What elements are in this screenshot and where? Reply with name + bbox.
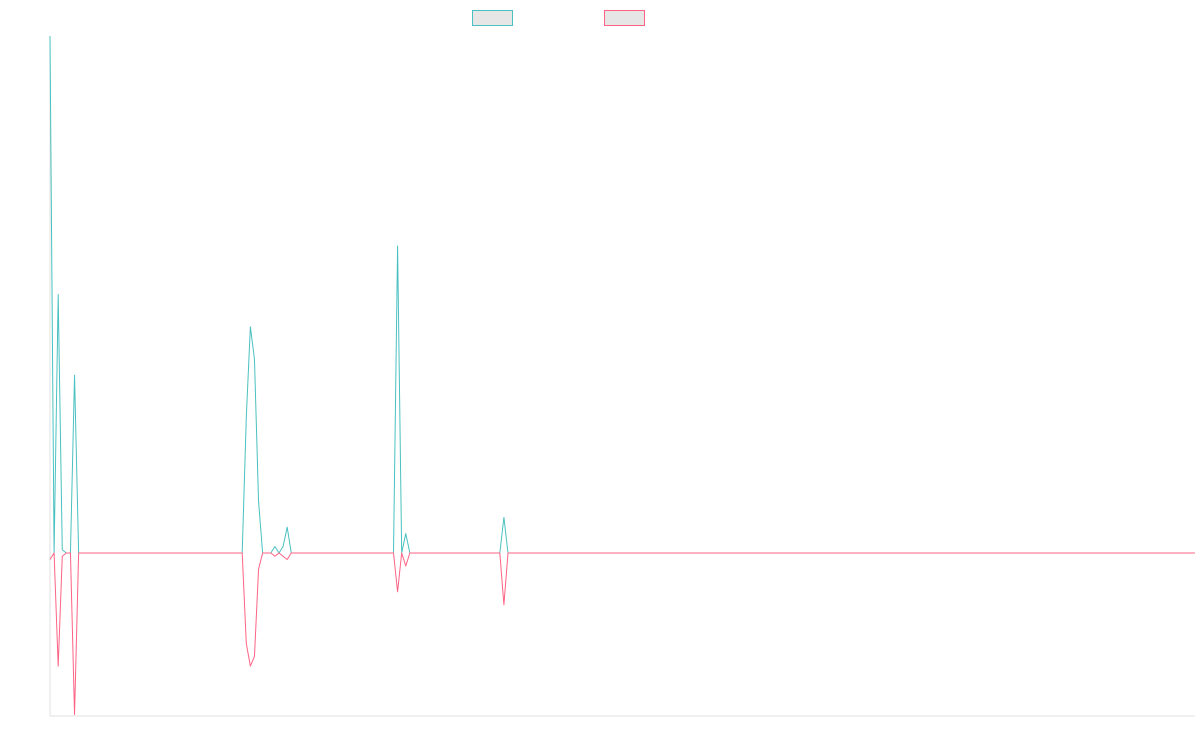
series-layer [49, 35, 1195, 716]
legend-swatch-1[interactable] [472, 10, 513, 26]
series-line-1 [49, 35, 1195, 554]
legend[interactable] [472, 10, 645, 26]
legend-swatch-2[interactable] [604, 10, 645, 26]
axes [49, 36, 1195, 717]
series-line-2 [49, 552, 1195, 716]
